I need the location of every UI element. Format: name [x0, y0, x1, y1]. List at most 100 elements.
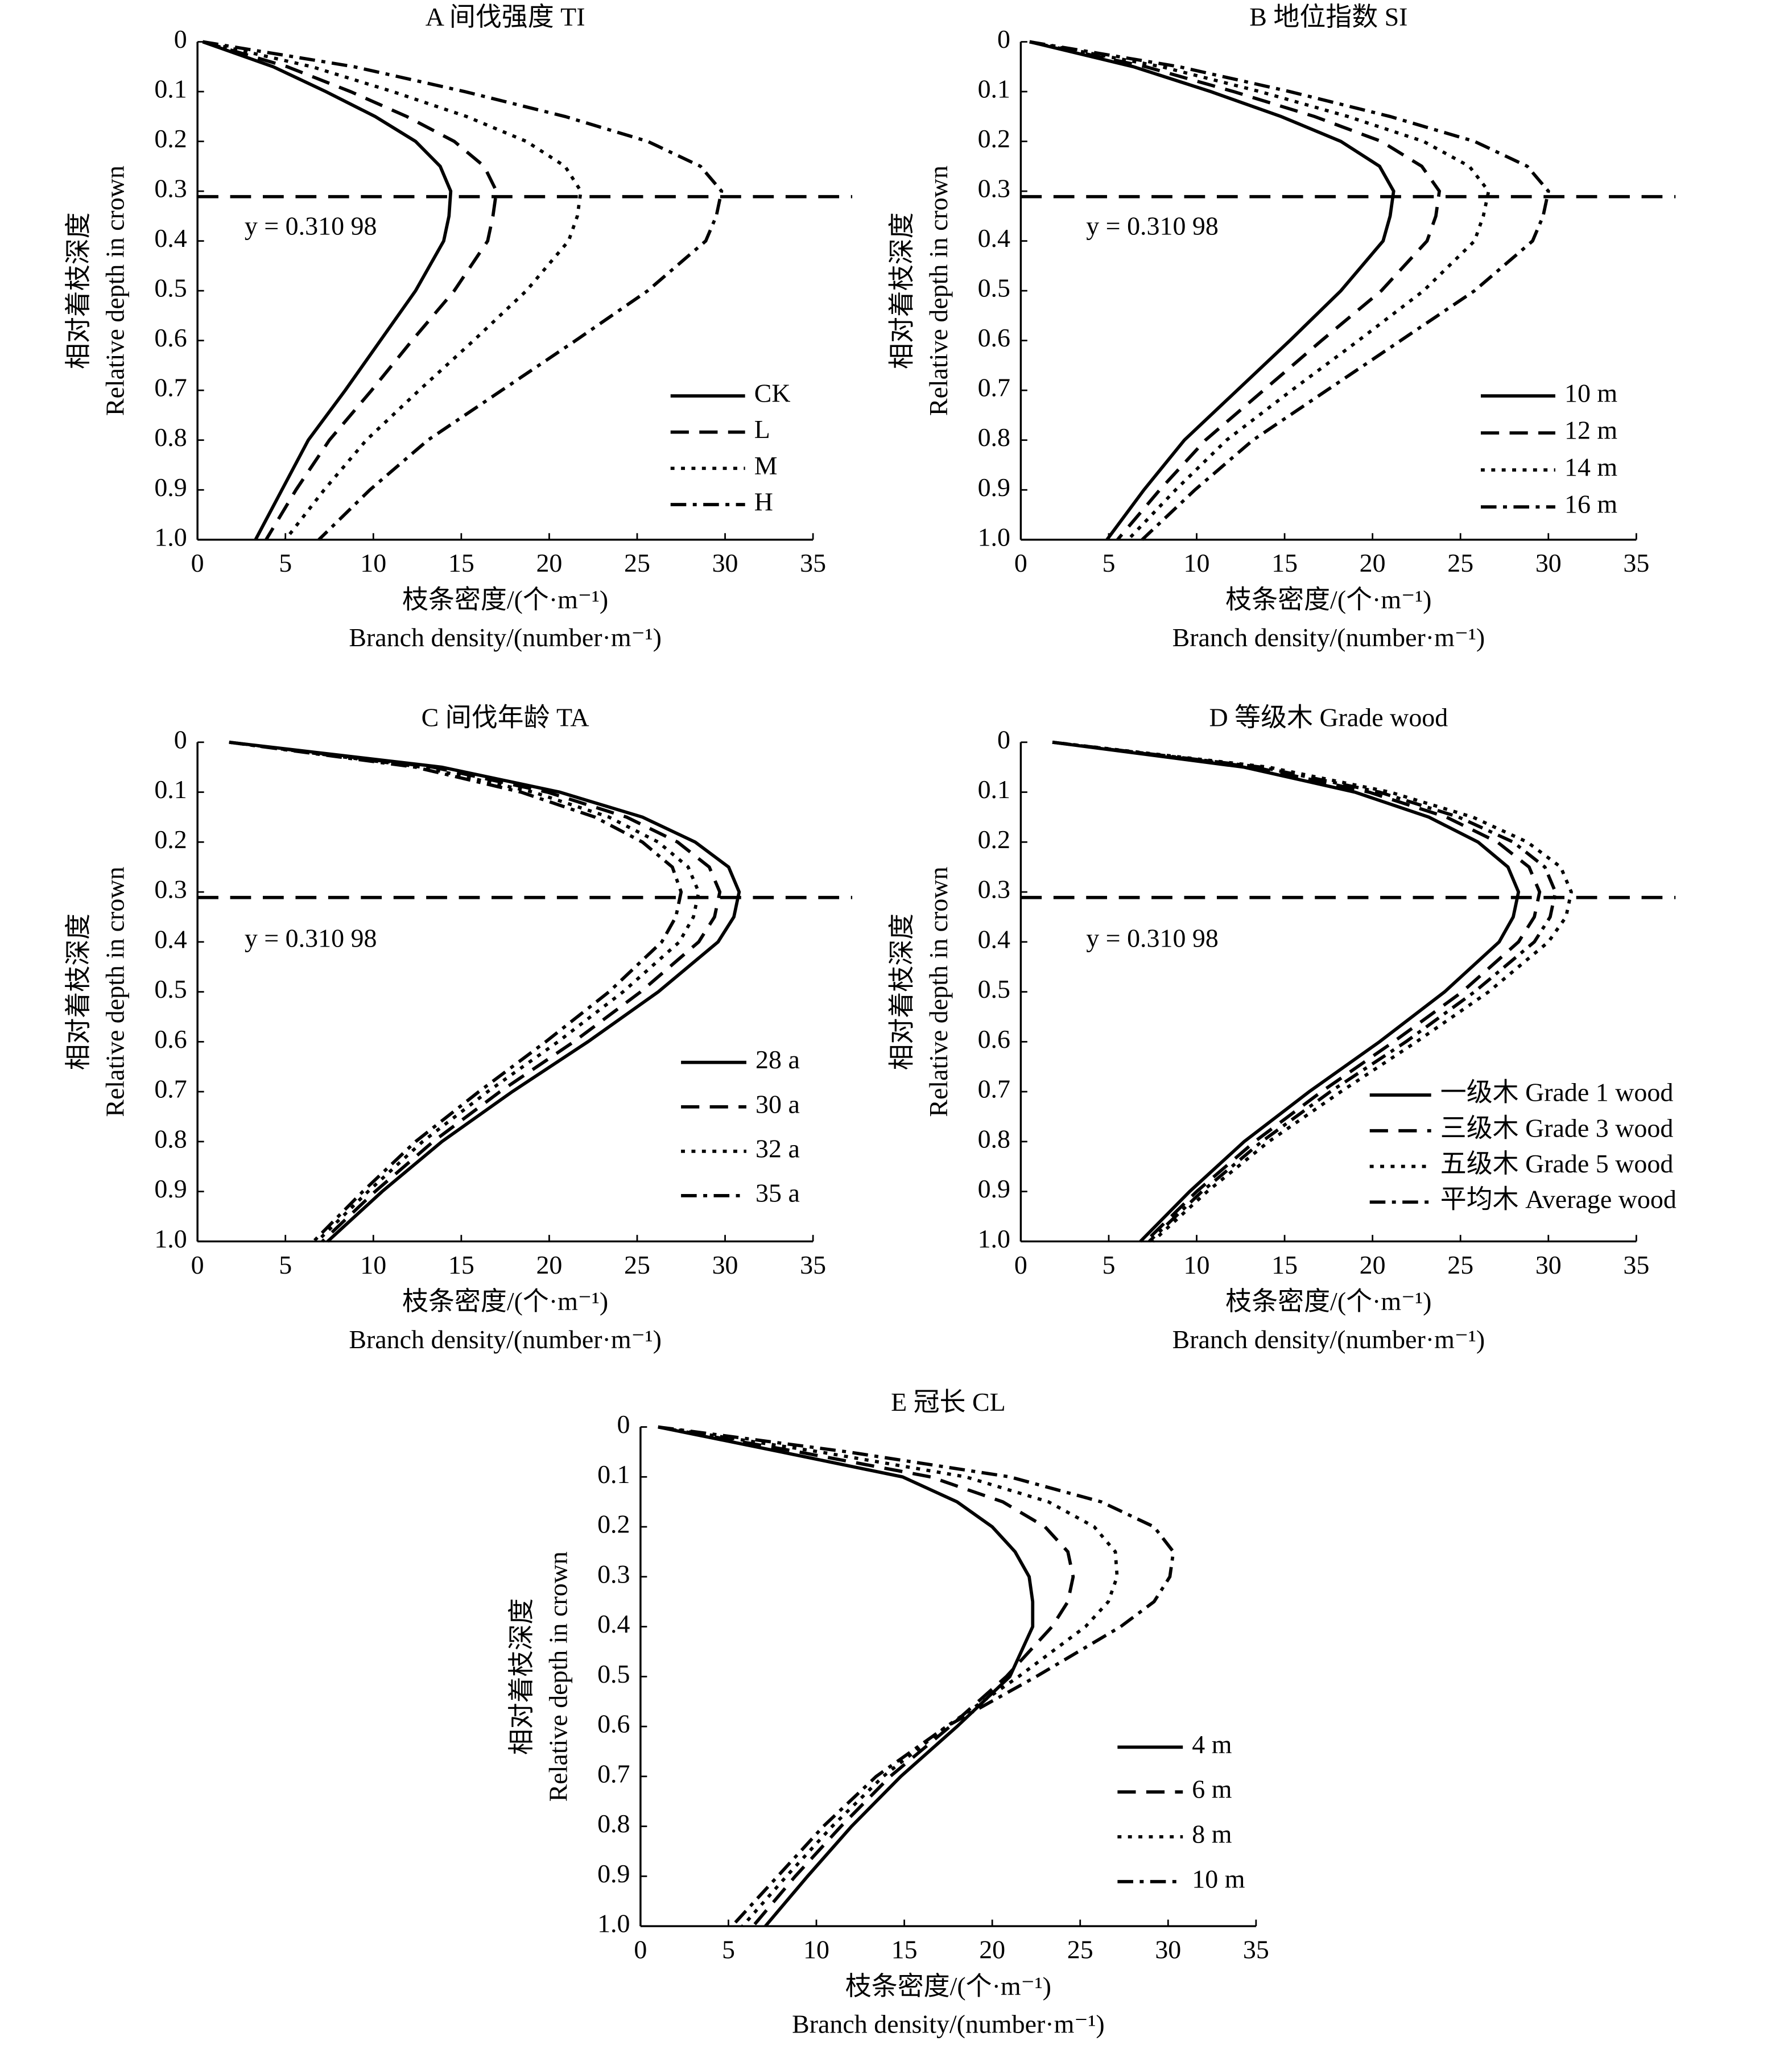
x-tick-label: 15	[1271, 548, 1298, 577]
x-tick-label: 5	[722, 1935, 735, 1964]
panel-title: C 间伐年龄 TA	[422, 703, 589, 732]
y-tick-label: 0.4	[154, 924, 187, 953]
x-tick-label: 25	[624, 548, 650, 577]
legend-label: 32 a	[755, 1134, 800, 1163]
x-tick-label: 25	[1447, 548, 1473, 577]
x-axis-label: Branch density/(number·m⁻¹)	[1172, 1325, 1485, 1354]
series-line	[1029, 40, 1442, 541]
reference-label: y = 0.310 98	[245, 212, 377, 241]
x-tick-label: 30	[712, 548, 738, 577]
y-tick-label: 0.3	[978, 174, 1010, 203]
x-tick-label: 20	[1360, 548, 1386, 577]
x-tick-label: 15	[891, 1935, 918, 1964]
series-line	[1052, 740, 1521, 1243]
y-tick-label: 0.9	[978, 1174, 1010, 1203]
legend-label: 五级木 Grade 5 wood	[1440, 1149, 1674, 1178]
y-tick-label: 0	[174, 725, 187, 754]
y-axis-label: 相对着枝深度	[64, 212, 93, 369]
y-tick-label: 0.2	[154, 825, 187, 854]
x-tick-label: 30	[1535, 548, 1562, 577]
x-tick-label: 30	[1535, 1250, 1562, 1279]
panel-title: A 间伐强度 TI	[426, 2, 585, 31]
y-axis-label: Relative depth in crown	[101, 166, 130, 416]
y-tick-label: 0.3	[978, 875, 1010, 904]
y-tick-label: 0.8	[154, 1124, 187, 1153]
y-tick-label: 0.9	[154, 1174, 187, 1203]
series-line	[202, 40, 724, 541]
reference-label: y = 0.310 98	[1086, 924, 1219, 953]
x-tick-label: 35	[1623, 1250, 1649, 1279]
legend-label: 10 m	[1192, 1864, 1245, 1893]
panel: C 间伐年龄 TA 0 0.1 0.2 0.3 0.4 0.5 0.6 0.7 0.8 0.9 1.0…	[64, 703, 853, 1354]
y-tick-label: 0.7	[597, 1759, 630, 1788]
y-tick-label: 0.6	[978, 1024, 1010, 1054]
x-tick-label: 35	[1243, 1935, 1269, 1964]
legend-label: 35 a	[755, 1178, 800, 1207]
x-tick-label: 0	[1014, 1250, 1027, 1279]
x-tick-label: 5	[1102, 548, 1115, 577]
y-tick-label: 0.1	[154, 775, 187, 804]
y-tick-label: 0.7	[154, 373, 187, 402]
y-axis-label: Relative depth in crown	[924, 166, 953, 416]
y-axis-label: Relative depth in crown	[543, 1551, 572, 1802]
x-axis-label: 枝条密度/(个·m⁻¹)	[1225, 1287, 1431, 1316]
series-line	[229, 740, 683, 1243]
x-tick-label: 0	[634, 1935, 647, 1964]
y-tick-label: 0.6	[597, 1709, 630, 1738]
series-line	[658, 1425, 1119, 1927]
y-tick-label: 0.5	[978, 974, 1010, 1003]
legend-label: 一级木 Grade 1 wood	[1440, 1078, 1674, 1107]
y-tick-label: 0.4	[597, 1609, 630, 1638]
x-axis-label: 枝条密度/(个·m⁻¹)	[402, 1287, 608, 1316]
y-tick-label: 0.6	[154, 1024, 187, 1054]
y-tick-label: 0.2	[154, 124, 187, 153]
y-tick-label: 0.3	[154, 875, 187, 904]
x-axis-label: Branch density/(number·m⁻¹)	[349, 623, 662, 652]
legend-label: 30 a	[755, 1089, 800, 1118]
series-line	[1029, 40, 1490, 541]
x-tick-label: 10	[360, 1250, 386, 1279]
x-tick-label: 5	[279, 548, 292, 577]
legend-label: CK	[754, 379, 791, 408]
y-tick-label: 0.5	[154, 974, 187, 1003]
y-tick-label: 0.1	[597, 1460, 630, 1489]
legend-label: L	[754, 415, 770, 444]
y-tick-label: 0.9	[154, 473, 187, 502]
y-axis-label: 相对着枝深度	[507, 1598, 536, 1755]
x-tick-label: 5	[279, 1250, 292, 1279]
legend-label: 16 m	[1564, 490, 1617, 519]
panel-title: D 等级木 Grade wood	[1209, 703, 1448, 732]
panel: A 间伐强度 TI 0 0.1 0.2 0.3 0.4 0.5 0.6 0.7 0.8 0.9 1.0…	[64, 2, 853, 652]
y-tick-label: 0.3	[597, 1559, 630, 1588]
x-tick-label: 10	[1184, 548, 1210, 577]
x-tick-label: 20	[979, 1935, 1005, 1964]
x-axis-label: 枝条密度/(个·m⁻¹)	[402, 585, 608, 614]
y-axis-label: Relative depth in crown	[924, 866, 953, 1117]
y-tick-label: 0.8	[978, 1124, 1010, 1153]
x-tick-label: 35	[1623, 548, 1649, 577]
reference-label: y = 0.310 98	[245, 924, 377, 953]
y-tick-label: 0.7	[154, 1075, 187, 1104]
y-axis-label: 相对着枝深度	[887, 914, 916, 1071]
y-tick-label: 0.3	[154, 174, 187, 203]
y-tick-label: 0.1	[978, 75, 1010, 104]
y-tick-label: 0.4	[978, 224, 1010, 253]
x-tick-label: 35	[800, 548, 826, 577]
panel-title: B 地位指数 SI	[1249, 2, 1407, 31]
x-tick-label: 20	[536, 548, 562, 577]
y-tick-label: 1.0	[154, 1224, 187, 1253]
y-tick-label: 0	[997, 24, 1010, 53]
y-tick-label: 0.7	[978, 1075, 1010, 1104]
legend-label: M	[754, 451, 778, 480]
x-tick-label: 15	[448, 548, 474, 577]
legend-label: 6 m	[1192, 1775, 1232, 1804]
legend-label: 8 m	[1192, 1819, 1232, 1848]
x-tick-label: 0	[1014, 548, 1027, 577]
y-tick-label: 0.9	[597, 1859, 630, 1888]
y-tick-label: 0.4	[154, 224, 187, 253]
y-tick-label: 0.8	[597, 1809, 630, 1838]
x-tick-label: 20	[536, 1250, 562, 1279]
y-tick-label: 0.9	[978, 473, 1010, 502]
